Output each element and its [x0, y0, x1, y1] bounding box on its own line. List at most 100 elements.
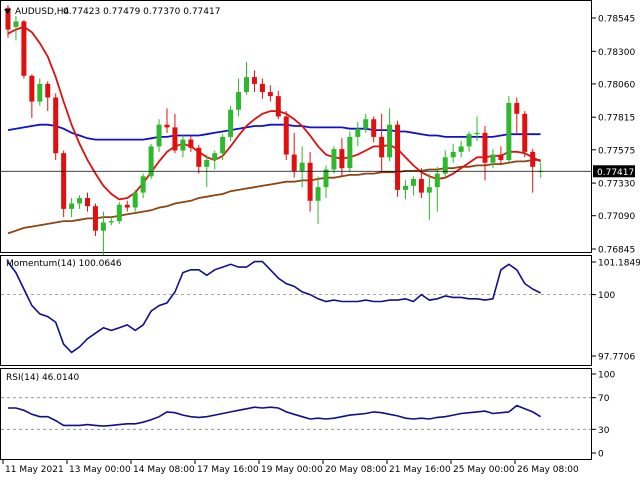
- candle-body: [371, 119, 377, 137]
- candle-body: [275, 96, 281, 117]
- candle: [132, 189, 138, 212]
- candle: [156, 119, 162, 152]
- candle-body: [196, 147, 202, 167]
- candle-body: [29, 75, 35, 102]
- candle-body: [450, 151, 456, 158]
- candle: [53, 93, 59, 160]
- candle-body: [418, 179, 424, 193]
- candle: [220, 134, 226, 160]
- candle-body: [77, 198, 83, 204]
- candle: [140, 173, 146, 199]
- momentum-panel[interactable]: Momentum(14) 100.0646: [0, 255, 592, 366]
- candle-body: [116, 204, 122, 222]
- candle: [315, 176, 321, 224]
- candle-body: [45, 83, 51, 98]
- current-price-tag-bg: [593, 165, 635, 178]
- rsi-panel[interactable]: RSI(14) 46.0140: [0, 368, 592, 460]
- time-tick-label: 25 May 00:00: [453, 465, 515, 475]
- candle-body: [244, 77, 249, 93]
- time-tick-label: 21 May 16:00: [389, 465, 451, 475]
- candle-body: [466, 134, 472, 147]
- price-axis[interactable]: 0.78545 0.78300 0.78060 0.77815 0.77575 0.773…: [592, 15, 635, 256]
- momentum-axis: 101.1849 100 97.7706: [592, 259, 640, 363]
- current-price-tag-text: 0.77417: [597, 168, 634, 178]
- candle-body: [299, 162, 305, 171]
- momentum-tick-label: 97.7706: [598, 353, 635, 363]
- candle-body: [395, 124, 401, 190]
- rsi-title: RSI(14) 46.0140: [6, 373, 79, 383]
- candle: [363, 113, 369, 133]
- candle-body: [403, 185, 408, 190]
- candle-body: [156, 124, 162, 147]
- candle-body: [498, 154, 504, 160]
- candle: [395, 120, 401, 197]
- candle: [299, 146, 305, 188]
- ma-mid-line: [7, 123, 541, 141]
- ohlc-values: 0.77423 0.77479 0.77370 0.77417: [63, 7, 220, 17]
- candle: [116, 202, 122, 224]
- time-axis[interactable]: 11 May 2021 13 May 00:00 14 May 08:00 17 Ma…: [2, 460, 579, 475]
- candle: [434, 166, 440, 212]
- candle: [45, 81, 51, 112]
- momentum-tick-label: 100: [598, 291, 615, 301]
- candle: [291, 132, 297, 178]
- candle-body: [13, 21, 19, 27]
- candle: [196, 145, 202, 174]
- candle-body: [458, 146, 464, 152]
- price-tick-label: 0.77330: [598, 180, 635, 190]
- candle: [236, 78, 242, 117]
- candle: [124, 200, 130, 212]
- candle: [323, 165, 329, 199]
- candle-body: [387, 124, 393, 158]
- time-tick-label: 17 May 16:00: [197, 465, 259, 475]
- candle-body: [61, 153, 67, 209]
- candle: [251, 70, 257, 93]
- candle: [522, 111, 528, 158]
- candle: [108, 217, 114, 226]
- candle: [379, 113, 385, 171]
- price-tick-label: 0.77575: [598, 146, 635, 156]
- price-tick-label: 0.78060: [598, 80, 635, 90]
- candle-body: [148, 146, 154, 177]
- rsi-tick-label: 0: [598, 450, 604, 460]
- price-tick-label: 0.78545: [598, 15, 635, 25]
- candle: [29, 74, 35, 118]
- candle: [180, 135, 186, 158]
- candle: [275, 90, 281, 120]
- candle: [410, 176, 416, 196]
- chart-menu-triangle-icon[interactable]: [4, 9, 11, 14]
- candle: [228, 105, 234, 141]
- candle: [13, 15, 19, 41]
- candle-body: [323, 169, 329, 188]
- candle: [21, 20, 27, 79]
- candle-body: [85, 198, 90, 207]
- time-tick-label: 26 May 08:00: [517, 465, 579, 475]
- candle: [474, 116, 480, 141]
- candle-body: [339, 149, 345, 169]
- candle-body: [212, 153, 218, 160]
- price-plot-area: [5, 5, 544, 256]
- candle: [307, 151, 313, 212]
- candle-body: [204, 159, 210, 167]
- symbol-label: AUDUSD,H4: [15, 7, 70, 17]
- candle: [514, 97, 520, 133]
- rsi-tick-label: 30: [598, 426, 610, 436]
- candle-body: [506, 102, 512, 160]
- candle-body: [530, 151, 536, 167]
- candle: [244, 62, 249, 95]
- candle: [331, 146, 337, 174]
- rsi-tick-label: 70: [598, 394, 610, 404]
- candle: [69, 198, 75, 218]
- candle-body: [315, 187, 321, 201]
- price-panel[interactable]: AUDUSD,H4 0.77423 0.77479 0.77370 0.7741…: [0, 0, 592, 256]
- candle-body: [140, 176, 146, 193]
- candle-body: [180, 139, 186, 151]
- momentum-panel-frame: [0, 255, 592, 366]
- candle-body: [53, 97, 59, 154]
- candle: [466, 131, 472, 152]
- candle-body: [355, 128, 361, 137]
- candle: [85, 192, 90, 212]
- candle: [37, 78, 43, 106]
- candle-body: [267, 92, 273, 97]
